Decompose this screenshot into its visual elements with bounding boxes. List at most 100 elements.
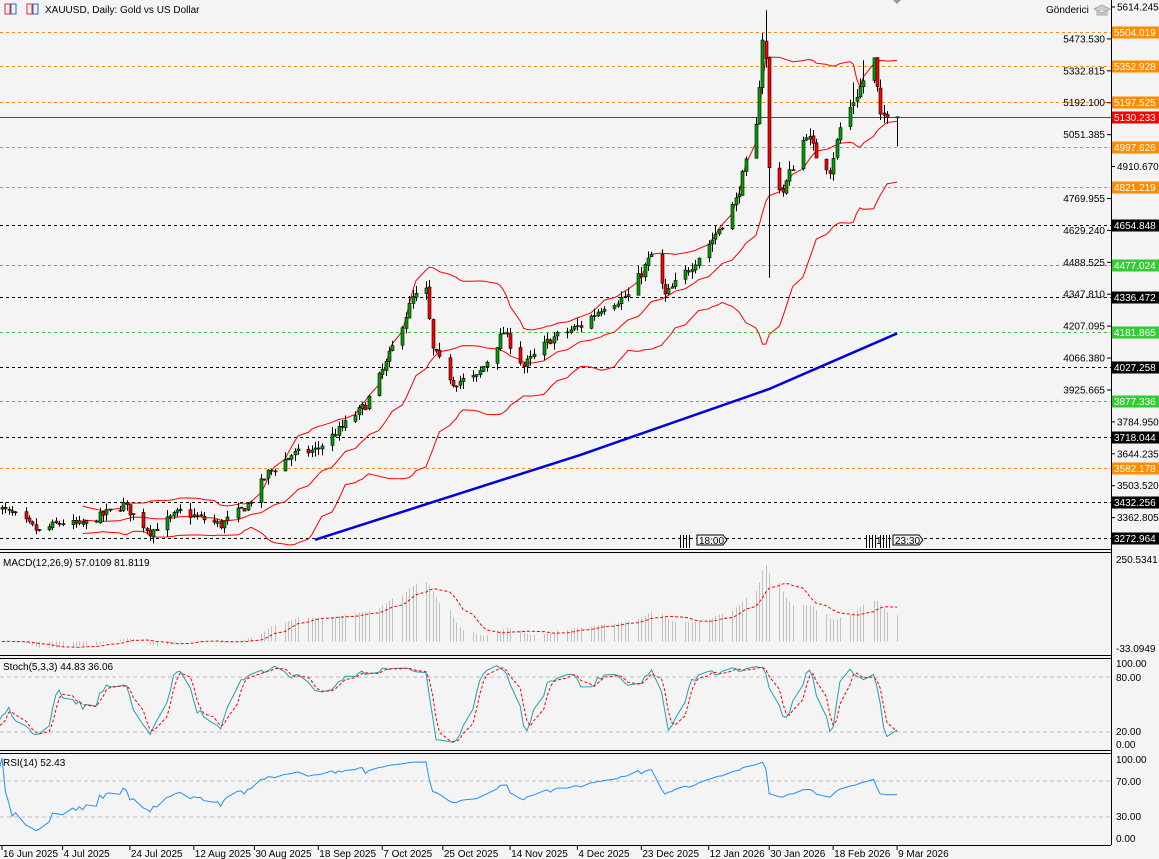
candle: [212, 514, 217, 525]
candle: [760, 32, 765, 94]
price-tick-label: 3644.235: [1117, 449, 1159, 460]
candle: [269, 468, 274, 476]
indicator-list-icon[interactable]: [4, 3, 17, 15]
chart-title: XAUUSD, Daily: Gold vs US Dollar: [45, 5, 200, 16]
candle: [824, 158, 829, 175]
candle: [289, 453, 294, 466]
header: XAUUSD, Daily: Gold vs US Dollar Gönderi…: [4, 0, 1112, 16]
price-tick-label: 5614.245: [1117, 3, 1159, 14]
level-tag: 3432.256: [1112, 496, 1159, 509]
sender-label: Gönderici: [1046, 5, 1089, 16]
candle: [239, 506, 244, 509]
stoch-label: Stoch(5,3,3) 44.83 36.06: [3, 662, 114, 673]
level-value: 5352.928: [1114, 62, 1156, 73]
candle: [357, 404, 362, 420]
level-lines: [0, 32, 1111, 539]
candle: [811, 129, 816, 151]
macd-histogram: [2, 564, 898, 648]
time-tick-label: 18 Feb 2026: [834, 849, 891, 859]
candle: [310, 445, 315, 458]
rsi-pane: RSI(14) 52.43 100.00 70.00 30.00 0.00: [0, 755, 1147, 845]
session-marker[interactable]: 1: [876, 536, 882, 547]
candle: [686, 267, 691, 276]
candle: [690, 263, 695, 279]
candle: [649, 251, 654, 258]
template-icon[interactable]: [26, 3, 39, 15]
candle: [454, 385, 459, 392]
rsi-tick-70: 70.00: [1116, 777, 1141, 788]
candle: [670, 283, 675, 289]
candle: [474, 374, 479, 382]
candle: [636, 265, 641, 296]
time-axis[interactable]: 16 Jun 2025 4 Jul 2025 24 Jul 2025 12 Aug 2…: [1, 845, 949, 859]
candle: [508, 327, 513, 355]
level-tag: 5130.233: [1112, 111, 1159, 124]
time-tick-label: 12 Jan 2026: [710, 849, 765, 859]
price-tick-label: 4066.380: [1063, 354, 1105, 365]
level-value: 4477.024: [1114, 261, 1156, 272]
rsi-tick-100: 100.00: [1116, 755, 1147, 766]
time-tick-label: 25 Oct 2025: [444, 849, 499, 859]
candle: [24, 507, 29, 523]
price-tick-label: 3784.950: [1117, 417, 1159, 428]
price-tick-label: 4629.240: [1063, 226, 1105, 237]
candle: [121, 497, 126, 512]
price-tick-label: 4769.955: [1063, 194, 1105, 205]
candle: [451, 376, 456, 388]
candle: [172, 510, 177, 519]
candle: [118, 505, 123, 512]
session-marker[interactable]: 23:30: [892, 534, 924, 547]
candle: [612, 303, 617, 311]
level-tag: 4027.258: [1112, 361, 1159, 374]
candle: [835, 138, 840, 160]
time-tick-label: 14 Nov 2025: [511, 849, 568, 859]
candle: [713, 226, 718, 245]
level-tag: 4821.219: [1112, 181, 1159, 194]
candle: [683, 265, 688, 285]
level-tag: 5352.928: [1112, 60, 1159, 73]
candle: [188, 502, 193, 525]
time-tick-label: 24 Jul 2025: [131, 849, 183, 859]
candle: [552, 331, 557, 350]
candle: [838, 122, 843, 144]
candle: [273, 468, 278, 476]
candle: [707, 240, 712, 263]
moving-average: [314, 332, 898, 541]
price-tick-label: 3503.520: [1117, 481, 1159, 492]
stoch-tick-20: 20.00: [1116, 727, 1141, 738]
macd-min: -33.0949: [1116, 644, 1156, 655]
candle: [575, 318, 580, 331]
level-tag: 5197.525: [1112, 96, 1159, 109]
level-tag: 4336.472: [1112, 291, 1159, 304]
candle: [283, 452, 288, 472]
level-value: 3432.256: [1114, 498, 1156, 509]
level-value: 3272.964: [1114, 534, 1156, 545]
session-marker[interactable]: 18:00: [696, 534, 728, 547]
candle: [592, 308, 597, 321]
candle: [249, 500, 254, 507]
shift-marker-icon[interactable]: [893, 0, 901, 4]
pane-separators: [0, 549, 1111, 846]
candle: [400, 325, 405, 350]
candle: [414, 285, 419, 302]
candle: [548, 338, 553, 345]
candle: [236, 502, 241, 523]
candle: [37, 528, 42, 532]
rsi-label: RSI(14) 52.43: [3, 758, 66, 769]
price-axis[interactable]: 5614.245 5473.530 5332.815 5192.100 5051.385…: [1063, 3, 1159, 525]
candle: [141, 508, 146, 533]
candle: [3, 502, 8, 514]
candle: [666, 283, 671, 296]
candle: [801, 136, 806, 171]
candle: [734, 192, 739, 212]
candle: [108, 508, 113, 512]
candle: [437, 342, 442, 359]
time-tick-label: 16 Jun 2025: [3, 849, 58, 859]
candle: [98, 507, 103, 524]
candle: [77, 515, 82, 526]
candle: [717, 228, 722, 237]
level-value: 4997.626: [1114, 143, 1156, 154]
candle: [646, 251, 651, 271]
candle: [61, 519, 66, 527]
